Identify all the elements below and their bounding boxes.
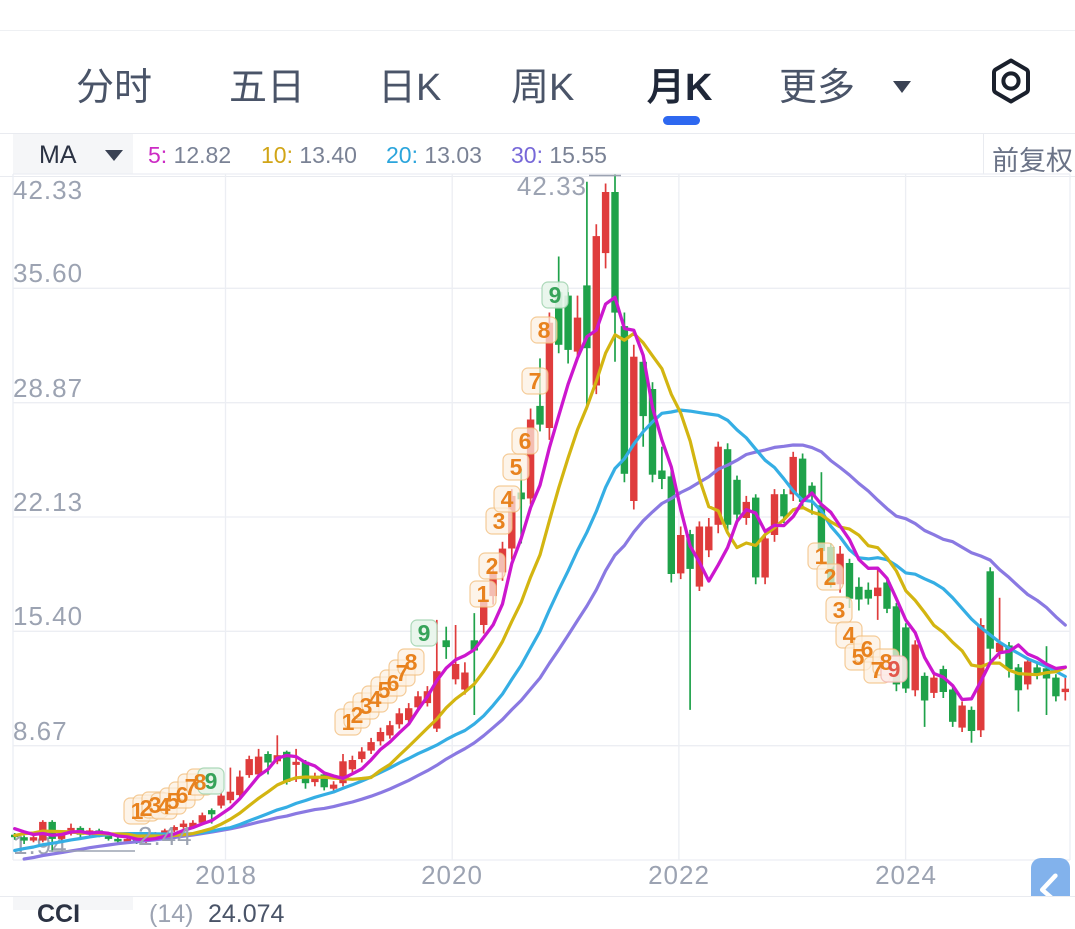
svg-text:8: 8 bbox=[194, 769, 207, 795]
svg-text:1: 1 bbox=[815, 543, 828, 569]
svg-text:9: 9 bbox=[888, 656, 901, 682]
svg-text:5: 5 bbox=[852, 644, 865, 670]
svg-text:6: 6 bbox=[387, 670, 400, 696]
svg-text:2: 2 bbox=[824, 564, 837, 590]
svg-text:35.60: 35.60 bbox=[13, 258, 83, 288]
svg-text:2020: 2020 bbox=[421, 860, 483, 890]
svg-text:1: 1 bbox=[477, 581, 490, 607]
svg-text:9: 9 bbox=[549, 282, 562, 308]
svg-text:42.33: 42.33 bbox=[13, 175, 83, 205]
svg-text:4: 4 bbox=[369, 686, 382, 712]
svg-text:6: 6 bbox=[519, 428, 532, 454]
svg-text:8: 8 bbox=[538, 317, 551, 343]
svg-text:7: 7 bbox=[396, 660, 409, 686]
svg-text:3: 3 bbox=[360, 693, 373, 719]
svg-text:2024: 2024 bbox=[875, 860, 937, 890]
svg-text:8: 8 bbox=[880, 649, 893, 675]
svg-text:3: 3 bbox=[833, 597, 846, 623]
svg-text:2: 2 bbox=[140, 795, 153, 821]
svg-text:2: 2 bbox=[486, 553, 499, 579]
svg-text:6: 6 bbox=[176, 782, 189, 808]
svg-text:7: 7 bbox=[871, 657, 884, 683]
svg-text:9: 9 bbox=[205, 768, 218, 794]
svg-text:3: 3 bbox=[493, 508, 506, 534]
svg-text:4: 4 bbox=[158, 793, 171, 819]
svg-text:15.40: 15.40 bbox=[13, 601, 83, 631]
svg-text:42.33: 42.33 bbox=[517, 171, 587, 201]
svg-text:5: 5 bbox=[510, 454, 523, 480]
svg-text:4: 4 bbox=[501, 486, 514, 512]
svg-text:2: 2 bbox=[351, 702, 364, 728]
svg-text:8: 8 bbox=[405, 649, 418, 675]
svg-text:8.67: 8.67 bbox=[13, 716, 68, 746]
svg-text:2018: 2018 bbox=[195, 860, 257, 890]
svg-text:1: 1 bbox=[131, 798, 144, 824]
svg-text:2022: 2022 bbox=[648, 860, 710, 890]
svg-text:28.87: 28.87 bbox=[13, 373, 83, 403]
svg-text:3: 3 bbox=[149, 792, 162, 818]
svg-text:5: 5 bbox=[378, 677, 391, 703]
svg-text:1: 1 bbox=[342, 709, 355, 735]
svg-text:5: 5 bbox=[167, 788, 180, 814]
svg-text:6: 6 bbox=[861, 636, 874, 662]
svg-text:7: 7 bbox=[185, 774, 198, 800]
svg-text:9: 9 bbox=[418, 620, 431, 646]
svg-text:4: 4 bbox=[843, 622, 856, 648]
svg-text:2.44: 2.44 bbox=[138, 821, 193, 851]
svg-text:22.13: 22.13 bbox=[13, 487, 83, 517]
svg-text:7: 7 bbox=[529, 368, 542, 394]
